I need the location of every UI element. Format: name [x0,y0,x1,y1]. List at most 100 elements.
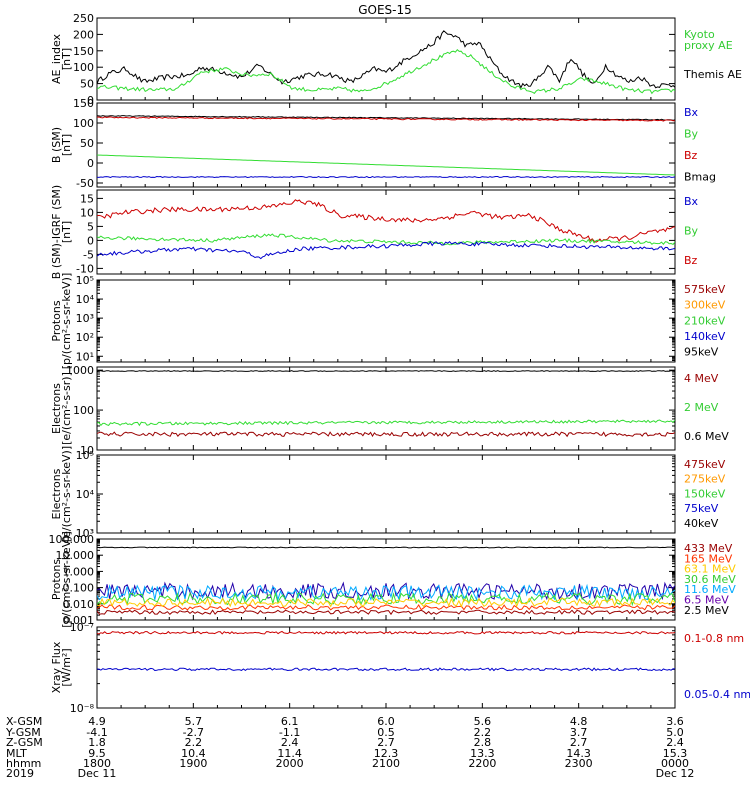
panel-frame [96,366,676,451]
legend-entry: Bmag [684,171,716,184]
ephem-row-label: hhmm [6,757,41,770]
y-axis-label: Protons [50,300,63,341]
y-tick-label: -50 [76,177,94,190]
ephem-cell: 1900 [179,757,207,770]
y-axis-label: B (SM) [50,127,63,163]
y-tick-label: 0 [87,157,94,170]
series-line-0-1-0-8-nm [97,630,675,635]
legend-entry: 4 MeV [684,372,719,385]
ephem-row-label: MLT [6,747,27,760]
ephem-cell: Dec 11 [78,767,117,780]
series-line-30-6-mev [97,591,675,607]
legend-entry: 140keV [684,330,726,343]
ephem-cell: 3.6 [666,715,684,728]
ephem-cell: 14.3 [566,747,591,760]
panel-xray: 10⁻⁸ 10⁻⁷ Xray Flux[W/m²] 0.1-0.8 nm 0.05-0.… [50,621,750,715]
legend-entry: 150keV [684,487,726,500]
legend-entry: 0.1-0.8 nm [684,632,744,645]
series-line-bz [97,199,675,243]
ephem-cell: 2.7 [570,736,588,749]
y-tick-label: 1000 [66,364,94,377]
ephem-cell: 2.2 [185,736,203,749]
y-tick-label: 10⁻⁸ [70,702,95,715]
ephem-cell: 1.8 [88,736,106,749]
y-tick-label: 10² [76,331,94,344]
ephem-row-label: Y-GSM [5,726,41,739]
ephem-cell: 6.0 [377,715,395,728]
ephem-cell: 2.8 [474,736,492,749]
panel-frame [96,279,676,363]
y-tick-label: -10 [76,262,94,275]
ephem-cell: 5.6 [474,715,492,728]
legend-entry: proxy AE [684,39,733,52]
legend-entry: 210keV [684,314,726,327]
y-tick-label: 100 [73,117,94,130]
series-line-bx [97,175,675,179]
ephem-row-label: 2019 [6,767,34,780]
panel-frame [96,17,676,101]
y-axis-label: Electrons [50,468,63,519]
ephem-cell: 12.3 [374,747,399,760]
legend-entry: 165 MeV [684,552,733,565]
y-tick-label: 0.010 [63,598,95,611]
legend-entry: 30.6 MeV [684,573,736,586]
series-line-11-6-mev [97,583,675,602]
y-tick-label: 50 [80,78,94,91]
y-tick-label: 15 [80,192,94,205]
legend-entry: 0.6 MeV [684,430,729,443]
ephem-row-label: X-GSM [6,715,42,728]
ephem-cell: 1800 [83,757,111,770]
legend-entry: 0.05-0.4 nm [684,688,750,701]
legend-entry: 6.5 MeV [684,594,729,607]
panel-frame [96,102,676,188]
y-tick-label: 10.000 [56,549,95,562]
y-tick-label: 150 [73,97,94,110]
ephem-cell: 2200 [468,757,496,770]
y-tick-label: 50 [80,137,94,150]
y-tick-label: 10⁴ [76,293,95,306]
ephem-cell: -2.7 [183,726,204,739]
ephem-cell: 0000 [661,757,689,770]
y-tick-label: 1.000 [63,565,95,578]
ephem-cell: -1.1 [279,726,300,739]
ephem-cell: 2.4 [281,736,299,749]
y-axis-label: [nT] [60,48,73,70]
y-axis-label: Protons [50,559,63,600]
ephem-cell: 3.7 [570,726,588,739]
series-line-0-6-mev [97,370,675,372]
ephem-cell: 4.8 [570,715,588,728]
ephem-cell: 9.5 [88,747,106,760]
y-axis-label: [p/(cm²-s-sr-keV)] [60,531,73,628]
y-tick-label: 10³ [76,312,94,325]
legend-entry: 40keV [684,517,719,530]
series-line-433-mev [97,609,675,616]
y-tick-label: 10 [80,444,94,457]
ephem-cell: 5.7 [185,715,203,728]
legend-entry: By [684,224,699,237]
ephem-cell: 11.4 [277,747,302,760]
y-tick-label: 0.001 [63,614,95,627]
ephem-cell: Dec 12 [656,767,695,780]
y-axis-label: [nT] [60,221,73,243]
legend-entry: 95keV [684,346,719,359]
y-axis-label: [p/(cm²-s-sr-keV)] [60,273,73,370]
ephem-cell: 2300 [565,757,593,770]
y-tick-label: 100 [73,404,94,417]
ephem-cell: 0.5 [377,726,395,739]
legend-entry: Kyoto [684,28,715,41]
series-line-6-5-mev [97,581,675,601]
y-axis-label: AE_index [50,33,63,84]
legend-entry: 575keV [684,283,726,296]
y-tick-label: 100 [73,61,94,74]
ephem-cell: 4.9 [88,715,106,728]
series-line-0-05-0-4-nm [97,667,675,672]
legend-entry: 11.6 MeV [684,583,736,596]
ephem-cell: 6.1 [281,715,299,728]
ephem-cell: -4.1 [86,726,107,739]
y-tick-label: 200 [73,28,94,41]
ephem-cell: 13.3 [470,747,495,760]
legend-entry: 2 MeV [684,401,719,414]
